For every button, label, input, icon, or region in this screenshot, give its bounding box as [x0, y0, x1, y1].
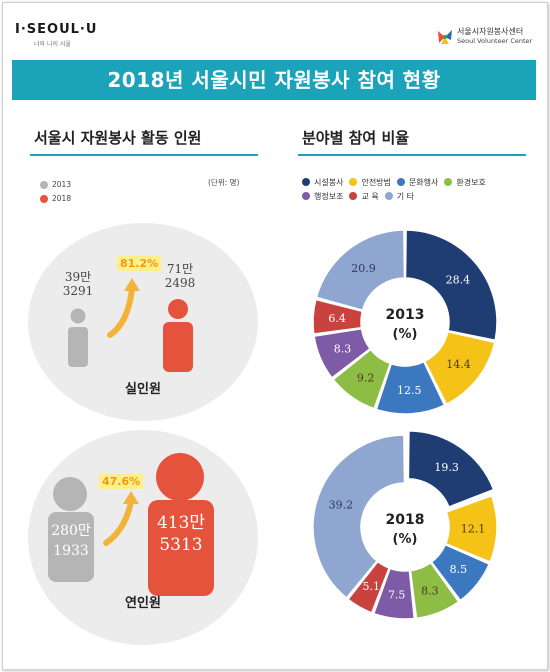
- cumulative-count-label: 연인원: [125, 596, 161, 611]
- org-name-en: Seoul Volunteer Center: [457, 37, 533, 45]
- right-section-divider: [298, 154, 526, 156]
- legend-dot-icon: [40, 195, 48, 203]
- donut-value-label: 12.5: [397, 384, 422, 397]
- real-2018-value: 71만 2498: [164, 262, 196, 290]
- legend-dot-icon: [349, 178, 358, 186]
- person-2018-icon: [163, 299, 193, 372]
- legend-label: 시설봉사: [314, 177, 344, 187]
- donut-value-label: 8.5: [450, 563, 468, 576]
- logo-subtitle: 너와 나의 서울: [34, 41, 71, 48]
- legend-item-3: 환경보호: [444, 175, 486, 189]
- donut-center-label: (%): [393, 327, 418, 342]
- legend-label: 안전방범: [361, 177, 391, 187]
- right-section-title: 분야별 참여 비율: [302, 129, 410, 147]
- real-count-label: 실인원: [125, 382, 161, 397]
- donut-center: [364, 486, 446, 568]
- legend-dot-icon: [384, 192, 393, 200]
- donut-value-label: 9.2: [357, 371, 375, 384]
- left-section-divider: [30, 154, 258, 156]
- donut-chart-2013: 28.4 14.4 12.5 9.2 8.3 6.4 20.9 2013 (%): [312, 229, 498, 415]
- legend-dot-icon: [40, 181, 48, 189]
- donut-slice-2018-2: [430, 543, 491, 602]
- donut-center-label: 2013: [386, 307, 425, 323]
- legend-dot-icon: [444, 178, 453, 186]
- person-2018-icon: [148, 453, 214, 596]
- donut-center-label: (%): [393, 532, 418, 547]
- legend-item-1: 안전방범: [349, 175, 391, 189]
- cumulative-count-figures: [48, 453, 214, 596]
- donut-value-label: 20.9: [351, 262, 376, 275]
- donut-slice-2018-0: [407, 430, 495, 508]
- donut-slice-2013-5: [312, 298, 364, 335]
- donut-center-label: 2018: [386, 512, 425, 528]
- cumulative-growth-badge: 47.6%: [99, 474, 144, 489]
- person-2013-icon: [68, 308, 88, 367]
- legend-label: 문화행사: [408, 177, 439, 187]
- donut-slice-2013-1: [423, 330, 496, 406]
- legend-item-5: 교 육: [349, 189, 379, 203]
- page-title: 2018년 서울시민 자원봉사 참여 현황: [12, 60, 536, 100]
- legend-dot-icon: [302, 178, 310, 186]
- legend-item-4: 행정보조: [302, 189, 343, 203]
- org-name: 서울시자원봉사센터: [457, 27, 524, 36]
- legend-label: 기 타: [396, 191, 414, 201]
- real-2013-value: 39만 3291: [62, 270, 94, 298]
- left-legend: 2013 2018: [40, 178, 71, 206]
- donut-slice-2013-0: [404, 229, 498, 342]
- donut-value-label: 5.1: [363, 580, 381, 593]
- growth-arrow-icon: [107, 278, 140, 338]
- legend-dot-icon: [396, 178, 405, 186]
- legend-item-2018: 2018: [40, 192, 71, 206]
- growth-arrow-icon: [103, 491, 139, 546]
- donut-slice-2013-6: [315, 229, 406, 312]
- donut-value-label: 8.3: [421, 584, 439, 597]
- donut-slice-2018-1: [444, 494, 498, 563]
- person-2013-icon: [48, 477, 94, 582]
- donut-slice-2013-4: [313, 327, 372, 379]
- donut-value-label: 14.4: [446, 358, 471, 371]
- donut-value-label: 7.5: [388, 588, 406, 601]
- donut-slice-2013-3: [332, 348, 392, 410]
- volunteer-center-logo-icon: [438, 30, 452, 44]
- real-count-figures: [68, 278, 193, 372]
- legend-item-6: 기 타: [384, 189, 414, 203]
- unit-label: (단위: 명): [208, 178, 240, 187]
- legend-label: 교 육: [361, 191, 379, 201]
- donut-slice-2018-3: [409, 561, 460, 620]
- donut-value-label: 8.3: [334, 343, 352, 356]
- donut-slice-2018-5: [347, 560, 391, 614]
- donut-value-label: 6.4: [328, 312, 346, 325]
- real-growth-badge: 81.2%: [117, 256, 162, 271]
- legend-dot-icon: [349, 192, 358, 200]
- legend-item-2: 문화행사: [396, 175, 439, 189]
- donut-slice-2018-6: [312, 434, 406, 599]
- legend-item-2013: 2013: [40, 178, 71, 192]
- legend-label: 행정보조: [314, 191, 344, 201]
- donut-center: [364, 281, 446, 363]
- legend-dot-icon: [302, 192, 310, 200]
- donut-value-label: 28.4: [446, 273, 471, 286]
- donut-chart-2018: 19.3 12.1 8.5 8.3 7.5 5.1 39.2 2018 (%): [312, 430, 498, 620]
- iseoulu-logo: I·SEOUL·U: [15, 22, 98, 37]
- donut-value-label: 12.1: [461, 522, 486, 535]
- left-section-title: 서울시 자원봉사 활동 인원: [34, 129, 202, 147]
- cumulative-2013-value: 280만 1933: [51, 523, 91, 559]
- donut-value-label: 39.2: [329, 498, 354, 511]
- donut-slice-2018-4: [372, 567, 416, 620]
- donut-slice-2013-2: [375, 360, 446, 415]
- donut-value-label: 19.3: [434, 461, 459, 474]
- cumulative-2018-value: 413만 5313: [156, 513, 206, 555]
- legend-item-0: 시설봉사: [302, 175, 343, 189]
- legend-label: 환경보호: [456, 177, 486, 187]
